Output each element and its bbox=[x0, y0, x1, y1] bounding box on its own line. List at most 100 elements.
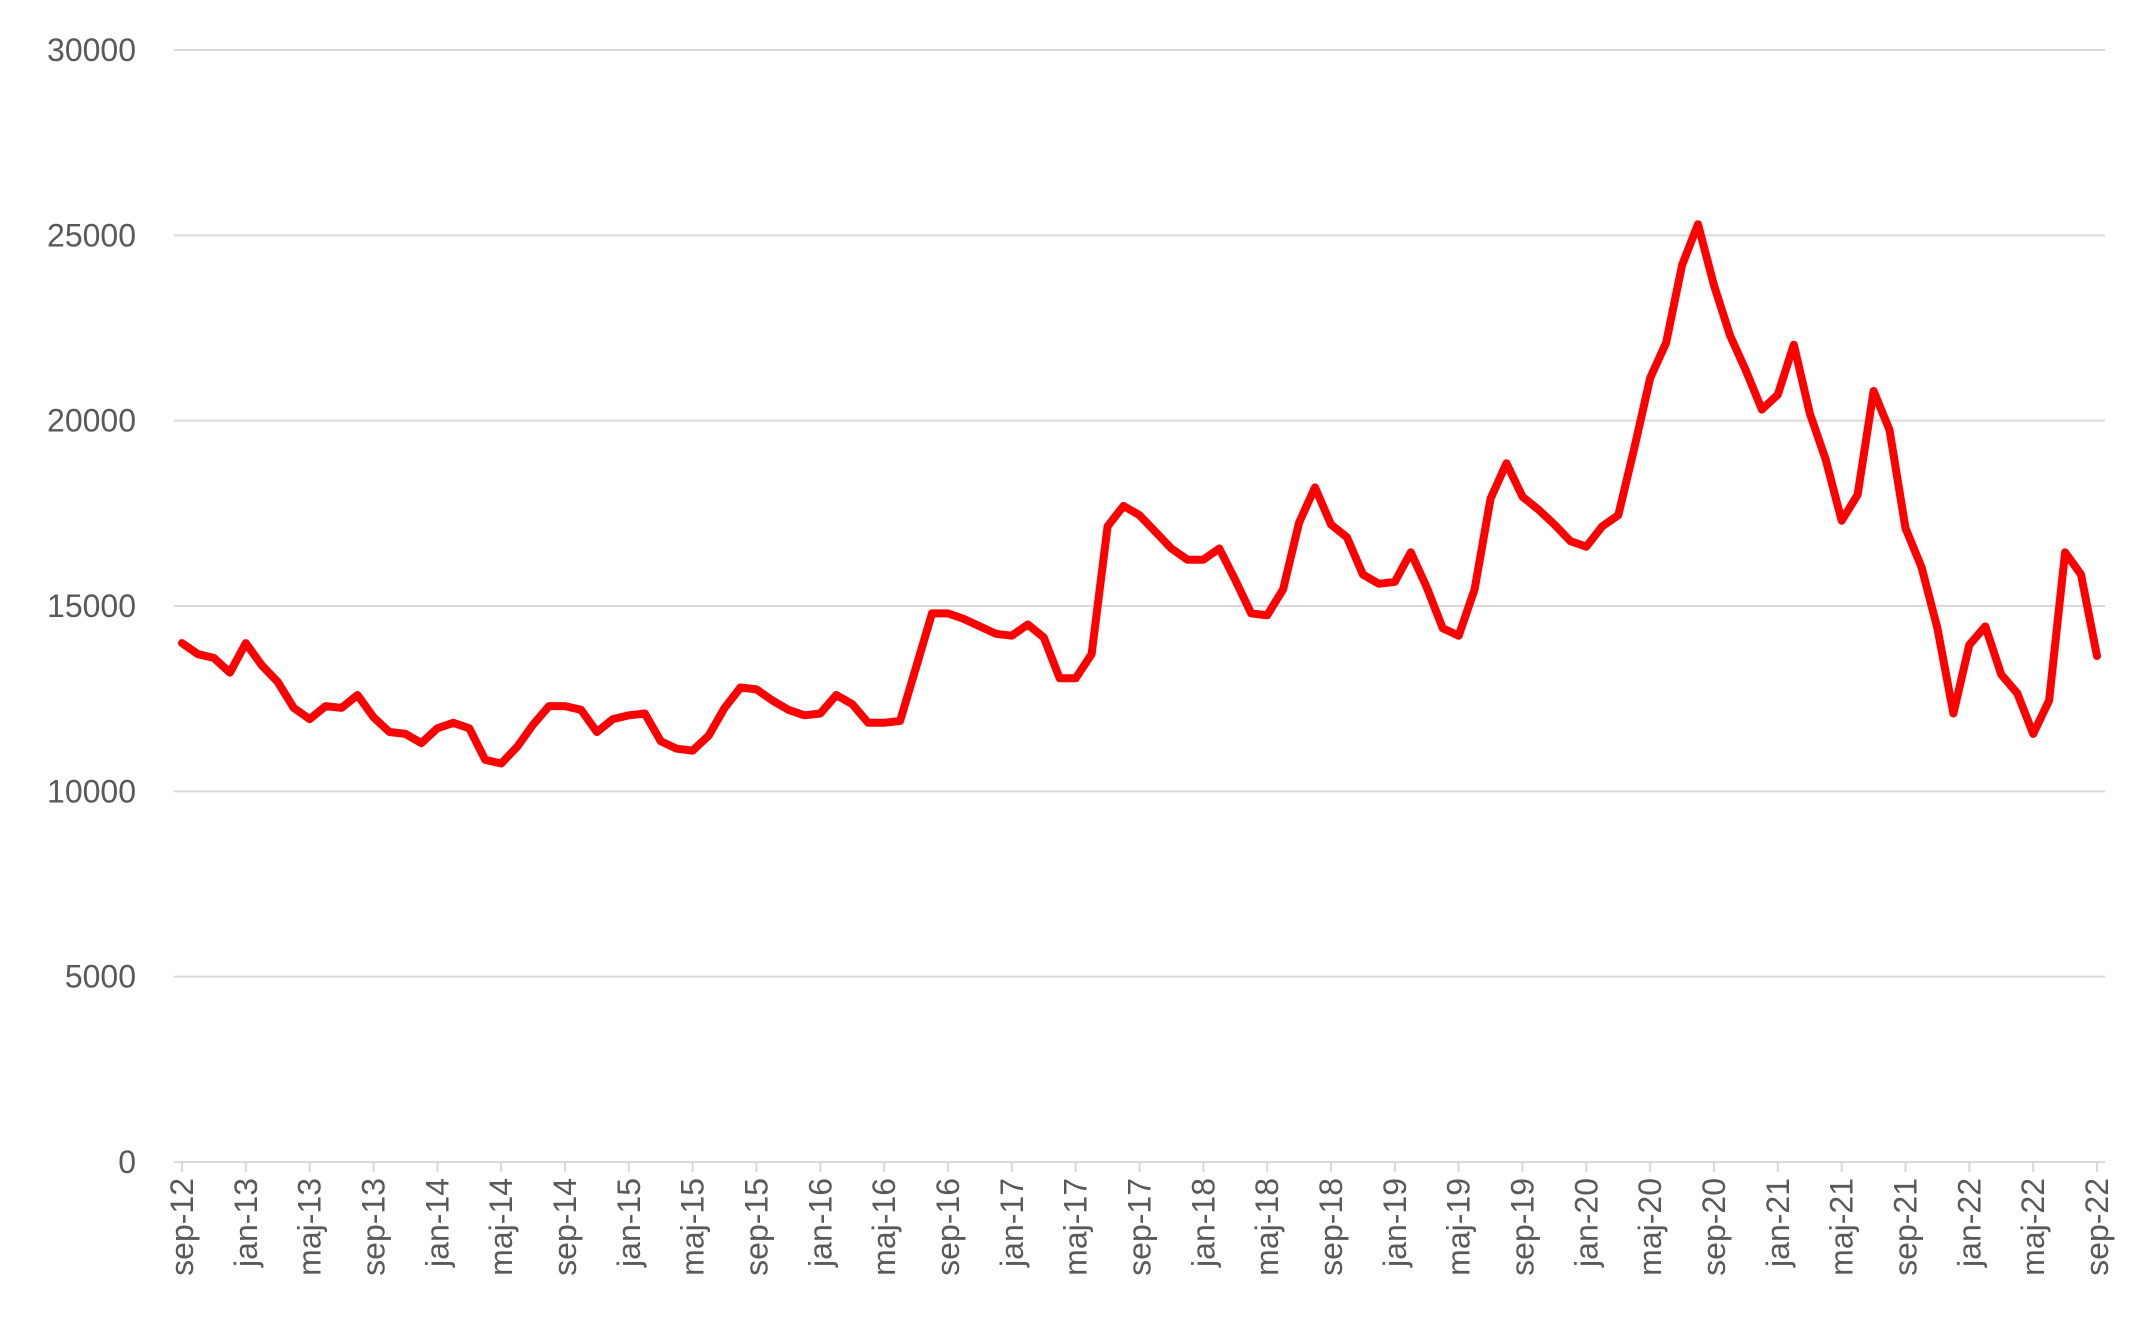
data-point bbox=[1123, 505, 1124, 506]
data-point bbox=[229, 672, 230, 673]
data-point bbox=[1027, 624, 1028, 625]
data-point bbox=[341, 707, 342, 708]
data-point bbox=[1059, 678, 1060, 679]
data-point bbox=[1394, 581, 1395, 582]
data-point bbox=[580, 709, 581, 710]
x-tick-label: jan-16 bbox=[802, 1178, 838, 1268]
y-tick-label: 15000 bbox=[47, 588, 136, 624]
data-point bbox=[389, 732, 390, 733]
data-point bbox=[2033, 733, 2034, 734]
y-axis-tick-labels: 0 5000 10000 15000 20000 25000 30000 bbox=[47, 32, 136, 1180]
series-layer bbox=[178, 220, 2101, 768]
data-point bbox=[724, 707, 725, 708]
data-point bbox=[2097, 656, 2098, 657]
data-point bbox=[1187, 559, 1188, 560]
y-tick-label: 20000 bbox=[47, 403, 136, 439]
data-point bbox=[1107, 526, 1108, 527]
data-point bbox=[1777, 394, 1778, 395]
data-point bbox=[740, 687, 741, 688]
data-point bbox=[2065, 552, 2066, 553]
data-point bbox=[708, 735, 709, 736]
data-point bbox=[1362, 574, 1363, 575]
x-tick-label: jan-20 bbox=[1568, 1178, 1604, 1268]
x-tick-label: maj-13 bbox=[292, 1178, 328, 1276]
data-point bbox=[1426, 587, 1427, 588]
data-point bbox=[197, 654, 198, 655]
x-tick-label: sep-15 bbox=[739, 1178, 775, 1276]
data-point bbox=[1682, 264, 1683, 265]
data-point bbox=[213, 657, 214, 658]
data-point bbox=[1745, 370, 1746, 371]
data-point bbox=[1091, 654, 1092, 655]
data-point bbox=[1985, 626, 1986, 627]
data-point bbox=[1490, 498, 1491, 499]
data-point bbox=[820, 713, 821, 714]
data-point bbox=[628, 715, 629, 716]
x-tick-label: maj-20 bbox=[1632, 1178, 1668, 1276]
data-point bbox=[932, 613, 933, 614]
data-point bbox=[1043, 637, 1044, 638]
data-point bbox=[309, 719, 310, 720]
data-point bbox=[612, 719, 613, 720]
data-point bbox=[453, 722, 454, 723]
data-point bbox=[325, 706, 326, 707]
data-point bbox=[405, 733, 406, 734]
data-point bbox=[948, 613, 949, 614]
x-tick-label: sep-21 bbox=[1888, 1178, 1924, 1276]
data-point bbox=[1602, 526, 1603, 527]
gridlines bbox=[174, 49, 2105, 978]
x-tick-label: jan-18 bbox=[1185, 1178, 1221, 1268]
x-tick-label: sep-12 bbox=[164, 1178, 200, 1276]
data-point bbox=[1235, 580, 1236, 581]
data-point bbox=[1203, 559, 1204, 560]
data-point bbox=[692, 750, 693, 751]
x-tick-label: sep-13 bbox=[356, 1178, 392, 1276]
x-tick-label: maj-17 bbox=[1058, 1178, 1094, 1276]
x-tick-label: sep-14 bbox=[547, 1178, 583, 1276]
data-point bbox=[1953, 713, 1954, 714]
x-tick-label: sep-19 bbox=[1505, 1178, 1541, 1276]
data-point bbox=[437, 728, 438, 729]
data-point bbox=[1634, 448, 1635, 449]
data-point bbox=[1522, 496, 1523, 497]
data-point bbox=[2081, 574, 2082, 575]
data-point bbox=[1761, 409, 1762, 410]
x-tick-label: jan-13 bbox=[228, 1178, 264, 1268]
data-point bbox=[1729, 335, 1730, 336]
y-tick-label: 5000 bbox=[65, 959, 136, 995]
data-point bbox=[852, 704, 853, 705]
x-tick-label: maj-21 bbox=[1824, 1178, 1860, 1276]
data-point bbox=[1825, 459, 1826, 460]
data-point bbox=[1554, 524, 1555, 525]
data-point bbox=[1714, 285, 1715, 286]
data-point bbox=[1011, 635, 1012, 636]
data-point bbox=[1075, 678, 1076, 679]
data-point bbox=[1267, 615, 1268, 616]
x-tick-label: jan-15 bbox=[611, 1178, 647, 1268]
data-point bbox=[1331, 524, 1332, 525]
x-axis: sep-12 jan-13 maj-13 sep-13 jan-14 maj-14 sep-… bbox=[164, 1161, 2115, 1276]
x-tick-label: jan-19 bbox=[1377, 1178, 1413, 1268]
data-point bbox=[1458, 635, 1459, 636]
data-point bbox=[245, 643, 246, 644]
data-point bbox=[501, 763, 502, 764]
data-point bbox=[1474, 589, 1475, 590]
data-point bbox=[373, 717, 374, 718]
x-tick-label: sep-20 bbox=[1696, 1178, 1732, 1276]
x-tick-label: maj-16 bbox=[866, 1178, 902, 1276]
data-point bbox=[1171, 548, 1172, 549]
data-point bbox=[756, 689, 757, 690]
data-point bbox=[963, 618, 964, 619]
x-tick-label: jan-22 bbox=[1951, 1178, 1987, 1268]
data-point bbox=[485, 759, 486, 760]
data-point bbox=[421, 743, 422, 744]
y-tick-label: 30000 bbox=[47, 32, 136, 68]
data-point bbox=[788, 709, 789, 710]
x-tick-label: jan-21 bbox=[1760, 1178, 1796, 1268]
x-tick-label: jan-14 bbox=[419, 1178, 455, 1268]
data-point bbox=[596, 732, 597, 733]
x-tick-label: sep-18 bbox=[1313, 1178, 1349, 1276]
data-point bbox=[277, 681, 278, 682]
data-point bbox=[868, 722, 869, 723]
